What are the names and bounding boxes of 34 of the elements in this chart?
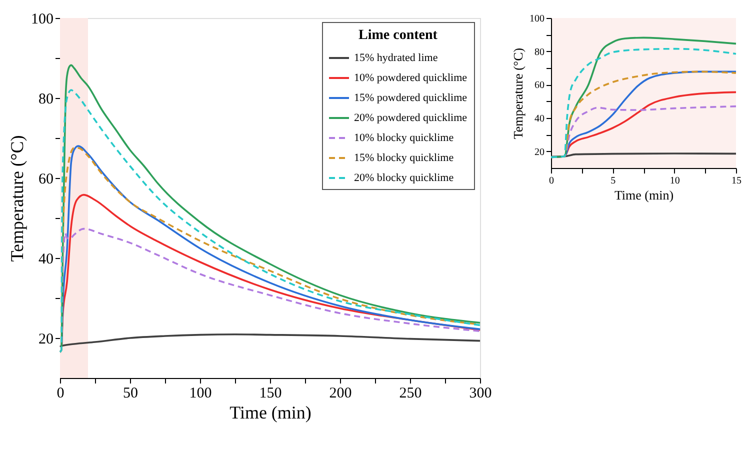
x-tick-label: 50 bbox=[123, 386, 138, 402]
legend-label: 15% blocky quicklime bbox=[354, 152, 454, 164]
y-axis-title: Temperature (°C) bbox=[510, 48, 526, 140]
x-tick-label: 5 bbox=[610, 176, 616, 186]
y-tick-label: 100 bbox=[31, 12, 54, 28]
x-tick-label: 0 bbox=[549, 176, 554, 186]
y-tick-label: 80 bbox=[38, 92, 54, 108]
legend-label: 10% powdered quicklime bbox=[354, 72, 468, 84]
y-tick-label: 20 bbox=[534, 146, 544, 158]
y-tick-label: 60 bbox=[534, 80, 544, 92]
x-tick-label: 300 bbox=[469, 386, 492, 402]
legend-label: 10% blocky quicklime bbox=[354, 132, 454, 144]
y-tick-label: 20 bbox=[38, 332, 54, 348]
legend-label: 15% hydrated lime bbox=[354, 52, 438, 64]
y-tick-label: 40 bbox=[38, 252, 54, 268]
y-tick-label: 80 bbox=[534, 46, 544, 58]
legend-label: 20% powdered quicklime bbox=[354, 112, 468, 124]
legend-label: 15% powdered quicklime bbox=[354, 92, 468, 104]
legend-title: Lime content bbox=[358, 28, 438, 43]
legend-label: 20% blocky quicklime bbox=[354, 172, 454, 184]
x-tick-label: 150 bbox=[259, 386, 282, 402]
y-axis-title: Temperature (°C) bbox=[7, 135, 27, 262]
x-tick-label: 0 bbox=[56, 386, 64, 402]
y-tick-label: 60 bbox=[38, 172, 54, 188]
y-tick-label: 40 bbox=[534, 114, 544, 124]
x-tick-label: 200 bbox=[329, 386, 352, 402]
x-tick-label: 10 bbox=[670, 176, 680, 186]
x-axis-title: Time (min) bbox=[230, 402, 312, 422]
x-tick-label: 100 bbox=[189, 386, 212, 402]
y-tick-label: 100 bbox=[530, 14, 544, 24]
x-tick-label: 15 bbox=[732, 176, 742, 186]
x-axis-title: Time (min) bbox=[614, 188, 674, 202]
x-tick-label: 250 bbox=[399, 386, 422, 402]
line-series bbox=[59, 334, 481, 348]
